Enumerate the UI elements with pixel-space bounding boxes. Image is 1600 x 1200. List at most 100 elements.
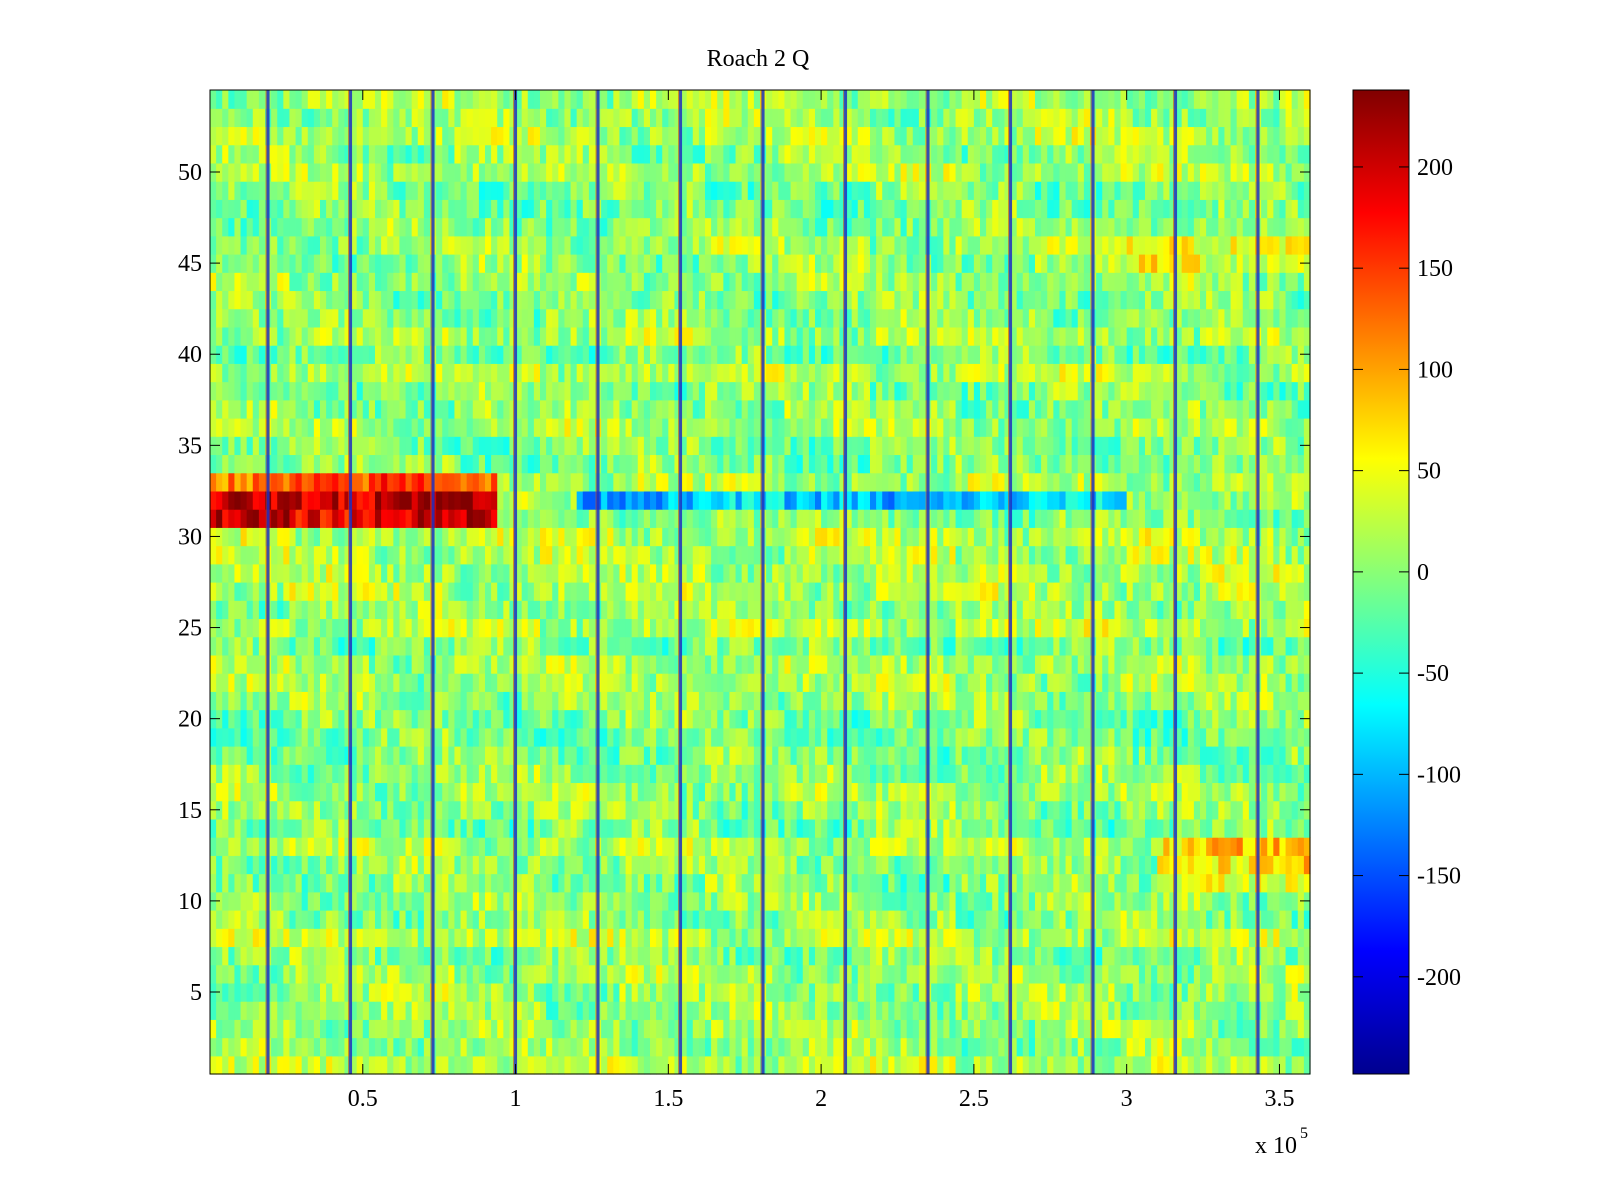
heatmap-cell [515, 600, 523, 620]
heatmap-cell [1041, 891, 1048, 911]
heatmap-cell [515, 764, 523, 784]
heatmap-cell [1145, 1055, 1152, 1075]
heatmap-cell [491, 709, 498, 729]
heatmap-cell [503, 818, 511, 838]
heatmap-cell [1273, 818, 1281, 838]
heatmap-cell [277, 891, 284, 911]
heatmap-cell [705, 782, 712, 802]
heatmap-cell [625, 946, 633, 966]
heatmap-cell [1206, 855, 1213, 875]
heatmap-cell [796, 837, 804, 856]
heatmap-cell [466, 1019, 474, 1039]
heatmap-cell [582, 582, 590, 601]
heatmap-cell [949, 964, 957, 984]
heatmap-cell [918, 837, 926, 856]
heatmap-cell [637, 764, 645, 784]
heatmap-cell [998, 654, 1006, 674]
heatmap-cell [888, 582, 896, 601]
heatmap-cell [992, 873, 999, 893]
heatmap-cell [815, 673, 822, 692]
heatmap-cell [423, 727, 431, 747]
heatmap-cell [295, 618, 303, 638]
heatmap-cell [1041, 910, 1048, 929]
heatmap-cell [222, 855, 229, 875]
heatmap-cell [1169, 818, 1177, 838]
heatmap-cell [882, 873, 889, 893]
heatmap-cell [448, 855, 456, 875]
heatmap-cell [1083, 982, 1091, 1002]
heatmap-cell [1169, 800, 1177, 820]
heatmap-cell [668, 563, 676, 583]
heatmap-cell [1047, 673, 1054, 692]
heatmap-cell [356, 764, 364, 784]
heatmap-cell [307, 746, 315, 765]
heatmap-cell [320, 982, 327, 1002]
heatmap-cell [741, 946, 749, 966]
heatmap-cell [1248, 636, 1256, 656]
heatmap-cell [1114, 837, 1122, 856]
heatmap-cell [1022, 600, 1030, 620]
heatmap-cell [949, 673, 957, 692]
heatmap-cell [326, 855, 333, 875]
heatmap-cell [399, 946, 407, 966]
heatmap-cell [766, 727, 773, 747]
heatmap-cell [210, 910, 217, 929]
heatmap-cell [845, 709, 853, 729]
heatmap-cell [888, 928, 896, 948]
heatmap-cell [1151, 1055, 1158, 1075]
heatmap-cell [967, 1019, 975, 1039]
heatmap-cell [613, 727, 621, 747]
heatmap-cell [808, 709, 816, 729]
heatmap-cell [668, 764, 676, 784]
heatmap-cell [1242, 800, 1250, 820]
heatmap-cell [485, 873, 492, 893]
heatmap-cell [912, 582, 920, 601]
heatmap-cell [870, 782, 877, 802]
heatmap-cell [252, 818, 260, 838]
heatmap-cell [643, 964, 651, 984]
heatmap-cell [1010, 654, 1018, 674]
heatmap-cell [1163, 1001, 1171, 1020]
heatmap-cell [1151, 673, 1158, 692]
heatmap-cell [1248, 1037, 1256, 1057]
heatmap-cell [533, 837, 541, 856]
heatmap-cell [1047, 837, 1054, 856]
heatmap-cell [686, 964, 694, 984]
heatmap-cell [1059, 727, 1067, 747]
heatmap-cell [729, 673, 737, 692]
heatmap-cell [723, 928, 731, 948]
heatmap-cell [1157, 800, 1164, 820]
heatmap-cell [717, 764, 724, 784]
heatmap-cell [912, 727, 920, 747]
heatmap-cell [827, 636, 834, 656]
heatmap-cell [906, 873, 914, 893]
heatmap-cell [521, 873, 529, 893]
heatmap-cell [1181, 764, 1189, 784]
heatmap-cell [943, 818, 951, 838]
heatmap-cell [1291, 928, 1299, 948]
heatmap-cell [1059, 654, 1067, 674]
heatmap-cell [436, 1019, 443, 1039]
heatmap-cell [1071, 600, 1079, 620]
heatmap-cell [876, 928, 883, 948]
heatmap-cell [1279, 873, 1287, 893]
heatmap-cell [735, 691, 743, 711]
heatmap-cell [601, 982, 608, 1002]
heatmap-cell [802, 1037, 810, 1057]
heatmap-cell [485, 636, 492, 656]
heatmap-cell [802, 582, 810, 601]
heatmap-cell [283, 982, 291, 1002]
heatmap-cell [1114, 800, 1122, 820]
heatmap-cell [1175, 1019, 1183, 1039]
heatmap-cell [332, 636, 339, 656]
heatmap-cell [503, 1019, 511, 1039]
heatmap-cell [998, 818, 1006, 838]
heatmap-cell [1230, 691, 1238, 711]
heatmap-cell [362, 600, 370, 620]
heatmap-cell [900, 982, 908, 1002]
heatmap-cell [1273, 1001, 1281, 1020]
heatmap-cell [320, 837, 327, 856]
heatmap-cell [350, 746, 358, 765]
heatmap-cell [350, 673, 358, 692]
heatmap-cell [1224, 982, 1232, 1002]
